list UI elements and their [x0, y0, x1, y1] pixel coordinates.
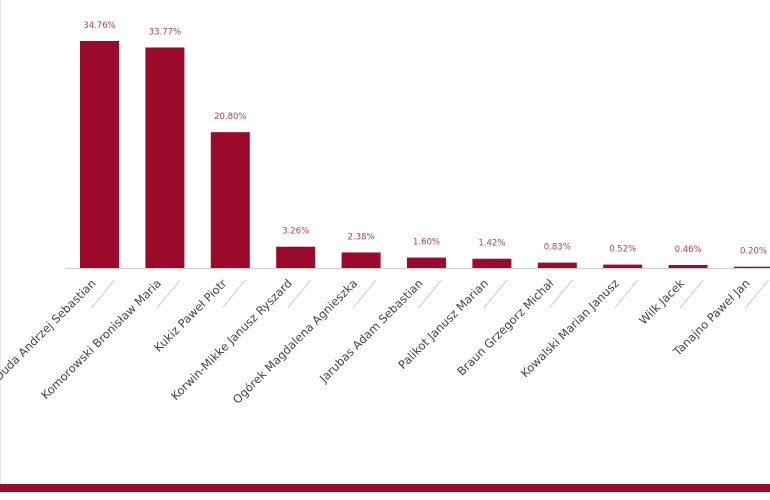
bar[interactable] [407, 257, 446, 268]
bar[interactable] [472, 258, 512, 268]
data-label: 34.76% [83, 21, 115, 31]
data-label: 1.60% [413, 238, 440, 248]
category-label: Jarubas Adam Sebastian [316, 276, 426, 386]
data-label: 1.42% [478, 239, 505, 249]
data-label: 0.83% [544, 243, 571, 253]
bar[interactable] [210, 132, 250, 268]
data-label: 2.38% [348, 232, 375, 242]
data-label: 3.26% [282, 227, 309, 237]
category-label: Komorowski Bronisław Maria [38, 276, 164, 402]
data-label: 0.52% [609, 245, 636, 255]
tick-mark [91, 279, 115, 309]
bar[interactable] [734, 266, 770, 268]
data-label: 33.77% [149, 27, 181, 37]
tick-mark [418, 279, 442, 309]
category-label: Korwin-Mikke Janusz Ryszard [168, 276, 295, 403]
category-label: Ogórek Magdalena Agnieszka [230, 276, 360, 406]
left-border [0, 0, 1, 484]
tick-mark [287, 279, 312, 309]
bar[interactable] [145, 47, 185, 268]
bar-chart: 34.76% Duda Andrzej Sebastian 33.77% Komoro… [0, 21, 770, 407]
tick-mark [679, 279, 704, 309]
data-label: 0.20% [740, 247, 767, 257]
bar[interactable] [341, 252, 381, 268]
tick-mark [352, 279, 377, 309]
bar[interactable] [668, 264, 708, 268]
bar[interactable] [80, 41, 119, 268]
bar[interactable] [603, 264, 643, 268]
bars-group [80, 41, 770, 268]
tick-mark [483, 279, 508, 309]
tick-mark [745, 279, 769, 309]
tick-mark [548, 279, 573, 309]
bar[interactable] [537, 262, 577, 268]
tick-mark [156, 279, 181, 309]
data-label: 20.80% [214, 112, 246, 122]
bar[interactable] [276, 246, 316, 268]
tick-mark [614, 279, 639, 309]
data-label: 0.46% [675, 245, 702, 255]
category-label: Wilk Jacek [636, 276, 687, 327]
category-label: Duda Andrzej Sebastian [0, 276, 99, 384]
footer-bar [0, 484, 770, 492]
tick-mark [221, 279, 246, 309]
